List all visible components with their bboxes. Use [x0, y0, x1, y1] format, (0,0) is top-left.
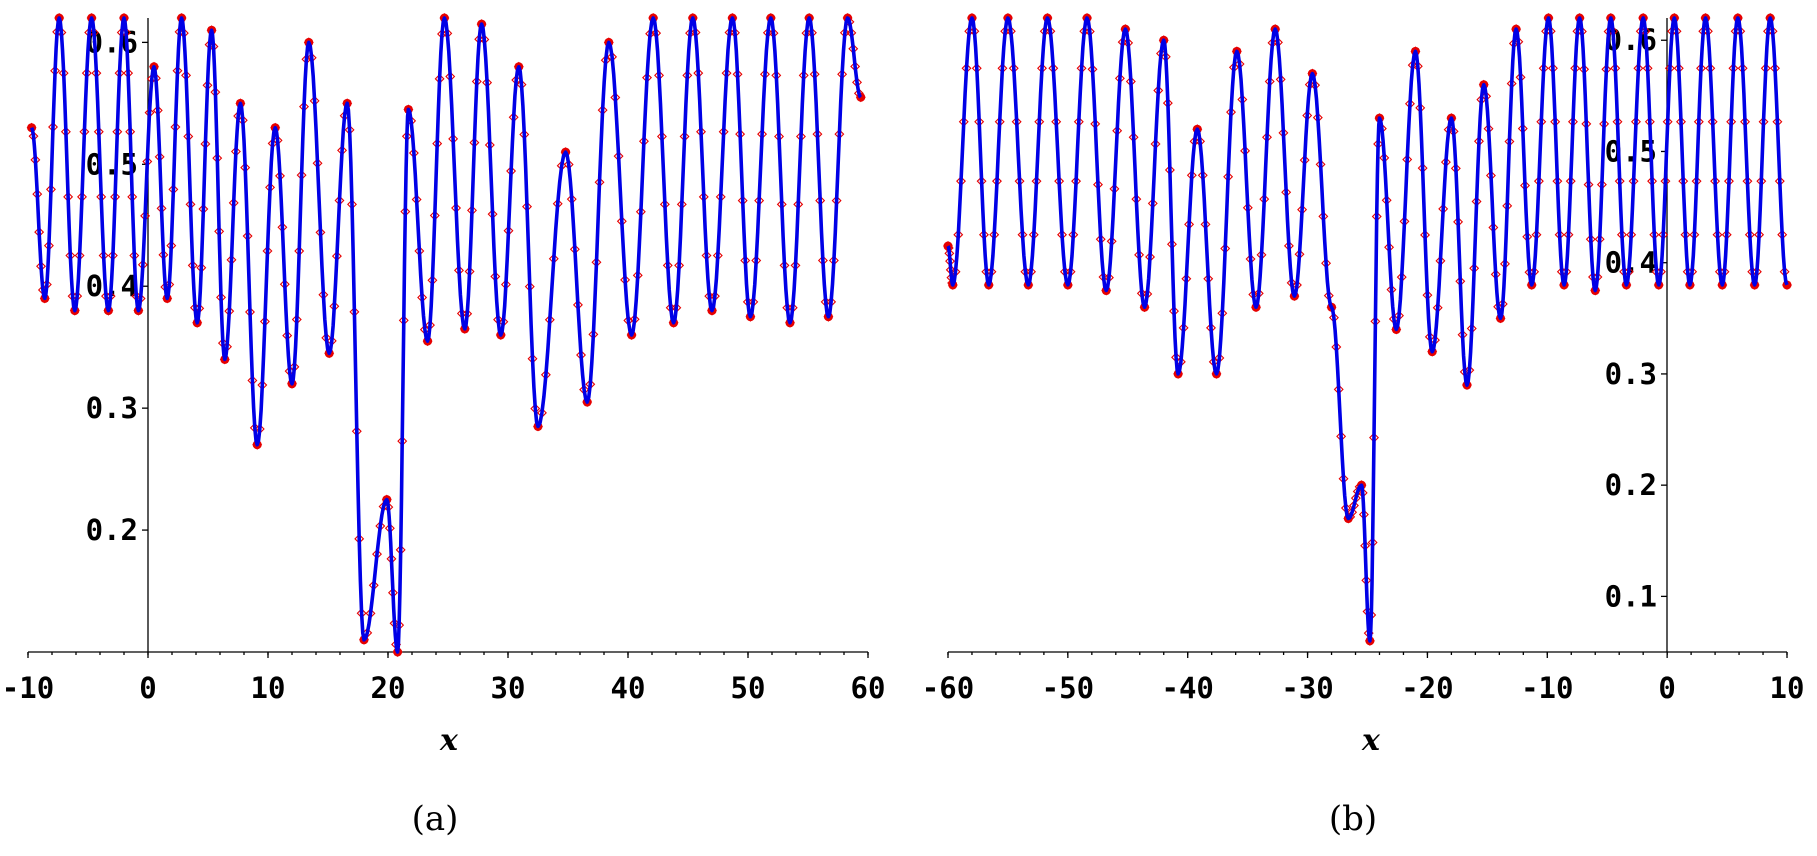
x-tick-label: -10	[1521, 671, 1573, 705]
y-tick-label: 0.2	[1605, 468, 1657, 502]
x-tick-label: -40	[1162, 671, 1214, 705]
x-tick-label: 50	[731, 671, 766, 705]
panel-b-caption: (b)	[1329, 799, 1377, 839]
x-tick-label: 40	[611, 671, 646, 705]
x-tick-label: -20	[1401, 671, 1453, 705]
x-tick-label: -50	[1042, 671, 1094, 705]
panel-a-caption: (a)	[412, 799, 459, 839]
x-tick-label: 10	[1770, 671, 1805, 705]
solution-curve	[29, 16, 863, 654]
panel-a-xlabel: x	[439, 723, 459, 758]
solution-curve	[946, 16, 1789, 643]
x-tick-label: 0	[139, 671, 156, 705]
x-tick-label: -60	[922, 671, 974, 705]
panel-b-xlabel: x	[1361, 723, 1381, 758]
x-tick-label: -30	[1281, 671, 1333, 705]
x-tick-label: 10	[251, 671, 286, 705]
y-tick-label: 0.2	[86, 513, 138, 547]
panel-b: (b) x -60 -50 -40 -30 -20 -10 0 100.10.20.30.40…	[922, 13, 1805, 839]
panel-a: (a) x -10 0 10 20 30 40 50 600.20.30.40.50.6	[2, 13, 886, 839]
x-tick-label: -10	[2, 671, 54, 705]
y-tick-label: 0.3	[1605, 357, 1657, 391]
y-tick-label: 0.1	[1605, 579, 1657, 613]
x-tick-label: 0	[1658, 671, 1675, 705]
x-tick-label: 30	[491, 671, 526, 705]
x-tick-label: 20	[371, 671, 406, 705]
marker-series	[943, 13, 1792, 646]
y-tick-label: 0.3	[86, 391, 138, 425]
x-tick-label: 60	[851, 671, 886, 705]
y-tick-label: 0.5	[1605, 134, 1657, 168]
